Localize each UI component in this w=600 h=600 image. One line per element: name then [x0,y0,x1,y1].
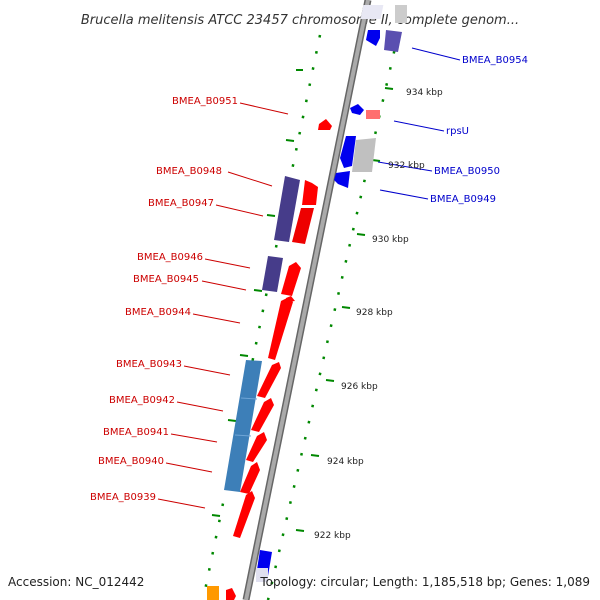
cds-b0939 [233,491,255,538]
purple-cds-b0948 [274,176,300,242]
gray-feature [352,138,376,172]
tick-label: 934 kbp [406,88,443,98]
purple-cds-b0946 [262,256,283,292]
rpsu-feature [366,110,380,119]
tick-label: 928 kbp [356,308,393,318]
steelblue-cds [224,360,262,492]
gc-skew-dashes-left [211,69,303,517]
gene-labels-left: BMEA_B0951 BMEA_B0948 BMEA_B0947 BMEA_B0… [90,96,238,503]
orange-feature [207,586,219,600]
cds-b0943 [257,362,281,398]
gene-label: BMEA_B0950 [434,166,500,177]
topology-text: Topology: circular; Length: 1,185,518 bp… [259,575,590,589]
steelblue-features [224,360,262,492]
cds-b0941 [246,432,267,462]
tick-label: 926 kbp [341,382,378,392]
cds-b0948 [302,180,318,205]
gene-label: BMEA_B0949 [430,194,496,205]
tick-labels: 934 kbp 932 kbp 930 kbp 928 kbp 926 kbp … [314,88,443,541]
gene-label: BMEA_B0943 [116,359,182,370]
gene-label: rpsU [446,126,469,137]
gene-label: BMEA_B0945 [133,274,199,285]
cds-b0940 [240,462,260,494]
cds-b0942 [251,398,274,432]
gene-label: BMEA_B0951 [172,96,238,107]
features-bottom [207,550,272,600]
map-title: Brucella melitensis ATCC 23457 chromosom… [81,13,519,28]
cds-b0947 [292,208,314,244]
gene-label: BMEA_B0940 [98,456,164,467]
gene-labels-right: BMEA_B0954 rpsU BMEA_B0950 BMEA_B0949 [430,55,528,205]
cds-b0946 [281,262,301,296]
cds-b0944 [268,297,293,360]
tick-label: 930 kbp [372,235,409,245]
right-leaders [377,47,461,200]
gene-label: BMEA_B0944 [125,307,191,318]
features-top [318,5,407,188]
tick-label: 924 kbp [327,457,364,467]
gc-skew-dots-left [201,34,322,600]
reverse-cds-small [350,104,364,115]
tick-label: 922 kbp [314,531,351,541]
forward-cds-arrows [233,180,318,538]
gene-label: BMEA_B0948 [156,166,222,177]
gene-label: BMEA_B0947 [148,198,214,209]
reverse-cds-top-1 [366,30,380,46]
accession-text: Accession: NC_012442 [8,575,144,589]
gene-label: BMEA_B0942 [109,395,175,406]
gene-label: BMEA_B0939 [90,492,156,503]
reverse-cds-b0949 [334,171,350,188]
left-leaders [157,102,289,509]
gene-label: BMEA_B0954 [462,55,528,66]
tick-label: 932 kbp [388,161,425,171]
backbone [244,0,370,600]
reverse-cds-b0950 [340,136,356,168]
gene-label: BMEA_B0946 [137,252,203,263]
forward-cds-b0951 [318,119,332,130]
reverse-cds-top-2 [384,30,402,52]
gene-label: BMEA_B0941 [103,427,169,438]
purple-features [262,176,300,292]
